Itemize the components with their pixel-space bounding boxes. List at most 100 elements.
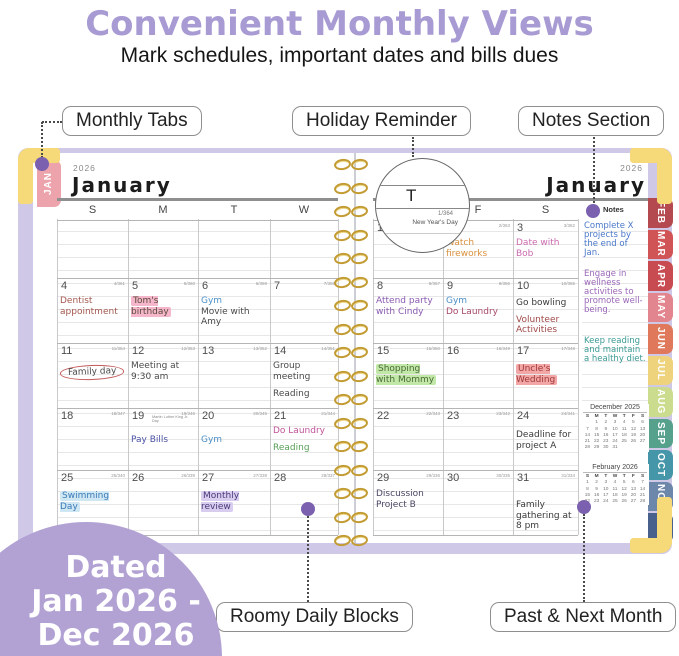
cell-entries: Discussion Project B — [376, 486, 441, 510]
cell-entries: Shopping with Mommy — [376, 359, 441, 385]
right-weekday-header: S — [541, 204, 550, 216]
cell-entries: Swimming Day — [60, 486, 126, 512]
handwritten-entry: Pay Bills — [131, 435, 196, 446]
mini-day: 6 — [632, 480, 635, 486]
handwritten-entry-text: Swimming Day — [60, 491, 110, 512]
cell-day-number: 19 — [132, 410, 145, 422]
grid-line — [373, 470, 578, 471]
mini-day: 30 — [603, 445, 609, 451]
mini-day: 19 — [630, 432, 637, 438]
callout-roomy-daily-blocks: Roomy Daily Blocks — [216, 602, 413, 632]
cell-day-fraction: 3/362 — [563, 223, 575, 228]
handwritten-entry-text: Family day — [59, 363, 125, 381]
mini-day: 10 — [612, 426, 618, 432]
calendar-cell — [57, 220, 128, 277]
cell-entries: Attend party with Cindy — [376, 294, 441, 317]
spiral-ring — [334, 324, 372, 336]
mini-day: 29 — [593, 445, 600, 451]
handwritten-entry-text: Monthly review — [201, 491, 240, 512]
corner-protector-bottom-right — [630, 538, 672, 553]
handwritten-entry: Go bowling — [516, 298, 576, 309]
mini-day: 15 — [593, 432, 600, 438]
spiral-ring — [334, 300, 372, 312]
cell-day-number: 11 — [61, 345, 73, 357]
handwritten-entry: Reading — [273, 443, 336, 454]
calendar-cell: 25 25/340 Swimming Day — [57, 470, 128, 534]
handwritten-entry-text: Gym — [201, 435, 223, 445]
calendar-cell — [198, 220, 270, 277]
handwritten-entry-text: Pay Bills — [131, 435, 169, 445]
mini-day: 24 — [603, 499, 609, 505]
note-item: Keep reading and maintain a healthy diet… — [584, 336, 646, 364]
cell-day-fraction: 13/352 — [253, 346, 267, 351]
dated-badge-text: Dated Jan 2026 - Dec 2026 — [0, 551, 232, 653]
cell-day-fraction: 28/337 — [321, 473, 335, 478]
callout-dot-notes-section — [586, 204, 600, 218]
calendar-cell: 4 4/361 Dentist appointment — [57, 278, 128, 342]
calendar-cell: 17 17/348 Uncle's Wedding — [513, 343, 578, 407]
calendar-cell: 16 16/349 — [443, 343, 513, 407]
dated-badge-line: Dated — [65, 550, 167, 585]
cell-day-number: 28 — [274, 472, 287, 484]
callout-monthly-tabs: Monthly Tabs — [62, 106, 202, 136]
month-tab-may: MAY — [648, 292, 673, 322]
mini-day: 13 — [630, 486, 637, 492]
mini-day: 9 — [604, 426, 608, 432]
left-weekday-header: M — [158, 204, 168, 216]
cell-day-fraction: 24/341 — [561, 411, 575, 416]
handwritten-entry: Family gathering at 8 pm — [516, 500, 576, 532]
cell-day-fraction: 5/360 — [183, 281, 195, 286]
calendar-cell: 23 23/342 — [443, 408, 513, 469]
mini-weekday: S — [640, 474, 645, 479]
mini-day: 2 — [604, 420, 608, 426]
mini-day: 19 — [621, 492, 627, 498]
mini-day: 18 — [612, 492, 618, 498]
mini-day: 25 — [621, 439, 627, 445]
calendar-cell: 29 29/336 Discussion Project B — [373, 470, 443, 534]
mini-weekday: F — [631, 414, 635, 419]
left-page-month: January — [72, 173, 172, 197]
cell-day-number: 13 — [202, 345, 215, 357]
cell-day-number: 21 — [274, 410, 287, 422]
mini-day: 20 — [639, 432, 646, 438]
magnifier-rule — [376, 233, 469, 234]
mini-day: 12 — [630, 426, 637, 432]
mini-weekday: T — [604, 474, 608, 479]
cell-day-number: 20 — [202, 410, 215, 422]
notes-list: Complete X projects by the end of Jan. En… — [584, 222, 646, 376]
cell-day-fraction: 19/346 — [181, 411, 195, 416]
grid-line — [57, 343, 338, 344]
mini-day: 26 — [630, 439, 637, 445]
mini-day: 27 — [630, 499, 637, 505]
calendar-cell: 12 12/353 Meeting at 9:30 am — [128, 343, 198, 407]
handwritten-entry: Monthly review — [201, 491, 268, 512]
dated-badge-line: Dec 2026 — [37, 618, 195, 653]
cell-day-fraction: 27/338 — [253, 473, 267, 478]
callout-dot-past-next-month — [577, 500, 591, 514]
spiral-ring — [334, 371, 372, 383]
handwritten-entry: Tom's birthday — [131, 296, 196, 317]
handwritten-entry: Volunteer Activities — [516, 315, 576, 336]
mini-weekday: T — [622, 474, 626, 479]
spiral-ring — [334, 183, 372, 195]
grid-line — [373, 219, 374, 535]
handwritten-entry: Dentist appointment — [60, 296, 126, 317]
mini-day: 21 — [584, 439, 591, 445]
grid-line — [373, 278, 578, 279]
corner-protector-top-left — [18, 148, 33, 204]
handwritten-entry: Attend party with Cindy — [376, 296, 441, 317]
cell-day-fraction: 23/342 — [496, 411, 510, 416]
grid-line — [57, 220, 338, 221]
calendar-cell: 3 3/362 Date with Bob — [513, 220, 578, 277]
callout-line-notes-section — [593, 137, 595, 203]
cell-entries: Meeting at 9:30 am — [131, 359, 196, 382]
cell-entries: Monthly review — [201, 486, 268, 512]
cell-day-number: 23 — [447, 410, 460, 422]
mini-day: 14 — [639, 486, 646, 492]
grid-line — [513, 219, 514, 535]
month-tab-apr: APR — [648, 261, 673, 291]
cell-day-fraction: 7/358 — [323, 281, 335, 286]
mini-day: 28 — [584, 445, 591, 451]
month-tab-jul: JUL — [648, 355, 673, 385]
